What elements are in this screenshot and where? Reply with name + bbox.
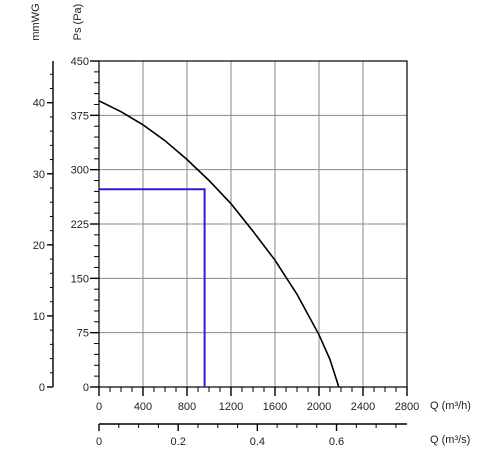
y-tick-label-mmwg: 0 <box>39 382 45 394</box>
fan-curve-line <box>98 100 340 388</box>
x-axis-m3h-label: Q (m³/h) <box>430 400 471 412</box>
y-tick-label-pa: 150 <box>71 273 89 285</box>
y-tick-label-mmwg: 20 <box>33 240 45 252</box>
x-tick-label-m3h: 0 <box>96 401 102 413</box>
x-tick-label-m3s: 0.4 <box>250 436 265 448</box>
y-tick-label-mmwg: 40 <box>33 98 45 110</box>
x-tick-label-m3s: 0.2 <box>171 436 186 448</box>
y-tick-label-pa: 0 <box>83 382 89 394</box>
grid <box>98 60 408 388</box>
x-tick-label-m3s: 0.6 <box>329 436 344 448</box>
y-tick-label-pa: 225 <box>71 219 89 231</box>
y-tick-label-mmwg: 30 <box>33 169 45 181</box>
y-axis-pa: 0 75 150 225 300 375 450 <box>71 56 99 394</box>
operating-point-guide <box>99 188 206 387</box>
x-tick-label-m3h: 2800 <box>395 401 419 413</box>
x-tick-label-m3h: 1600 <box>263 401 287 413</box>
y-axis-pa-label: Ps (Pa) <box>72 4 84 41</box>
y-tick-label-pa: 450 <box>71 56 89 68</box>
x-axis-m3h: 0 400 800 1200 1600 2000 2400 2800 <box>96 387 419 413</box>
y-tick-label-pa: 375 <box>71 110 89 122</box>
y-axis-mmwg-label: mmWG <box>30 3 42 40</box>
x-tick-label-m3h: 400 <box>134 401 152 413</box>
x-tick-label-m3h: 2000 <box>307 401 331 413</box>
x-tick-label-m3s: 0 <box>96 436 102 448</box>
x-tick-label-m3h: 1200 <box>219 401 243 413</box>
y-axis-mmwg: 0 10 20 30 40 <box>33 61 54 394</box>
x-axis-m3s-label: Q (m³/s) <box>430 434 470 446</box>
y-tick-label-pa: 75 <box>77 328 89 340</box>
x-tick-label-m3h: 800 <box>178 401 196 413</box>
y-tick-label-pa: 300 <box>71 165 89 177</box>
x-tick-label-m3h: 2400 <box>351 401 375 413</box>
y-tick-label-mmwg: 10 <box>33 311 45 323</box>
x-axis-m3s: 0 0.2 0.4 0.6 <box>96 423 407 448</box>
